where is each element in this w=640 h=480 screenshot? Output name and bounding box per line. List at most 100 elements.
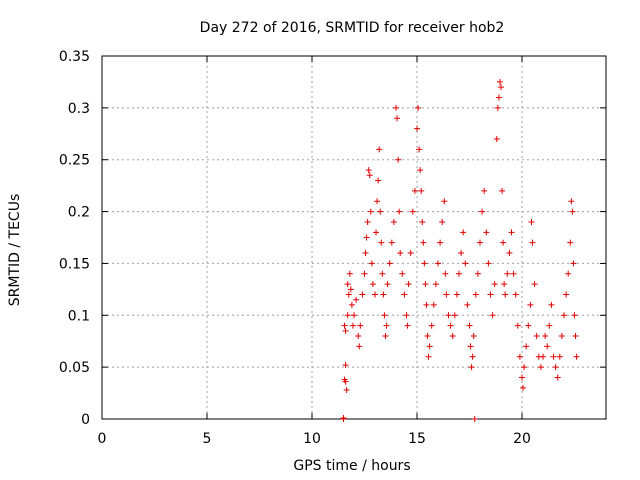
data-point [537, 364, 544, 371]
data-point [395, 156, 402, 163]
data-point [415, 104, 422, 111]
data-point [345, 291, 352, 298]
data-point [368, 260, 375, 267]
data-point [556, 353, 563, 360]
data-point [388, 239, 395, 246]
data-point [449, 333, 456, 340]
data-point [485, 260, 492, 267]
data-point [508, 229, 515, 236]
data-point [483, 229, 490, 236]
y-tick-label: 0.1 [68, 308, 90, 324]
data-point [381, 312, 388, 319]
data-point [571, 312, 578, 319]
data-point [341, 322, 348, 329]
data-point [425, 353, 432, 360]
data-point [342, 362, 349, 369]
data-point [346, 270, 353, 277]
data-point [386, 260, 393, 267]
data-point [500, 239, 507, 246]
data-point [361, 270, 368, 277]
data-point [495, 94, 502, 101]
data-point [470, 333, 477, 340]
data-point [501, 281, 508, 288]
data-point [568, 198, 575, 205]
data-point [404, 322, 411, 329]
data-point [379, 270, 386, 277]
data-point [390, 218, 397, 225]
data-point [471, 416, 478, 422]
data-point [456, 270, 462, 277]
data-point [554, 374, 561, 381]
data-point [340, 414, 347, 421]
data-point [496, 78, 503, 85]
data-point [364, 218, 371, 225]
data-point [474, 270, 481, 277]
data-point [374, 198, 381, 205]
data-point [417, 167, 424, 174]
x-tick-label: 10 [303, 431, 321, 447]
data-point [523, 343, 530, 350]
data-point [521, 364, 528, 371]
data-point [423, 301, 430, 308]
data-point [519, 374, 525, 381]
data-point [372, 291, 378, 298]
data-point [531, 281, 538, 288]
data-point [343, 386, 350, 393]
data-point [512, 291, 519, 298]
data-point [422, 281, 429, 288]
data-point [430, 301, 437, 308]
x-tick-label: 5 [203, 431, 212, 447]
data-point [409, 208, 416, 215]
data-point [540, 353, 546, 360]
y-tick-label: 0.05 [59, 360, 90, 376]
data-point [464, 301, 471, 308]
data-point [357, 322, 364, 329]
data-point [369, 281, 376, 288]
data-point [499, 187, 506, 194]
data-point [439, 218, 446, 225]
data-point [458, 250, 465, 257]
x-tick-label: 20 [513, 431, 531, 447]
y-tick-label: 0.25 [59, 153, 90, 169]
data-point [432, 281, 439, 288]
data-point [479, 208, 486, 215]
data-point [469, 353, 476, 360]
data-point [365, 167, 372, 174]
ticks: 0 5 10 15 20 0 0.05 0.1 0.15 0.2 0.25 0.3 0.35 [59, 49, 606, 447]
x-tick-label: 15 [408, 431, 426, 447]
data-point [384, 281, 391, 288]
data-point [565, 270, 572, 277]
data-point [418, 187, 425, 194]
data-point [570, 260, 577, 267]
data-point [401, 291, 408, 298]
x-tick-label: 0 [98, 431, 107, 447]
data-point [373, 229, 380, 236]
data-point [403, 312, 410, 319]
data-point [466, 322, 473, 329]
data-point [548, 301, 555, 308]
data-point [520, 384, 527, 391]
data-point [367, 208, 374, 215]
data-point [529, 239, 536, 246]
data-point [561, 312, 567, 319]
data-point [447, 322, 454, 329]
data-point [362, 250, 369, 257]
data-point [546, 322, 553, 329]
data-point [348, 301, 355, 308]
data-point [572, 333, 579, 340]
data-points [340, 78, 580, 422]
data-point [359, 291, 366, 298]
data-point [544, 343, 551, 350]
data-point [467, 343, 474, 350]
data-point [441, 198, 448, 205]
data-point [558, 333, 565, 340]
data-point [460, 229, 467, 236]
y-tick-label: 0.2 [68, 205, 90, 221]
y-tick-label: 0.35 [59, 49, 90, 65]
data-point [416, 146, 423, 153]
data-point [396, 208, 403, 215]
data-point [426, 343, 433, 350]
data-point [569, 208, 576, 215]
data-point [376, 146, 383, 153]
data-point [435, 260, 441, 267]
